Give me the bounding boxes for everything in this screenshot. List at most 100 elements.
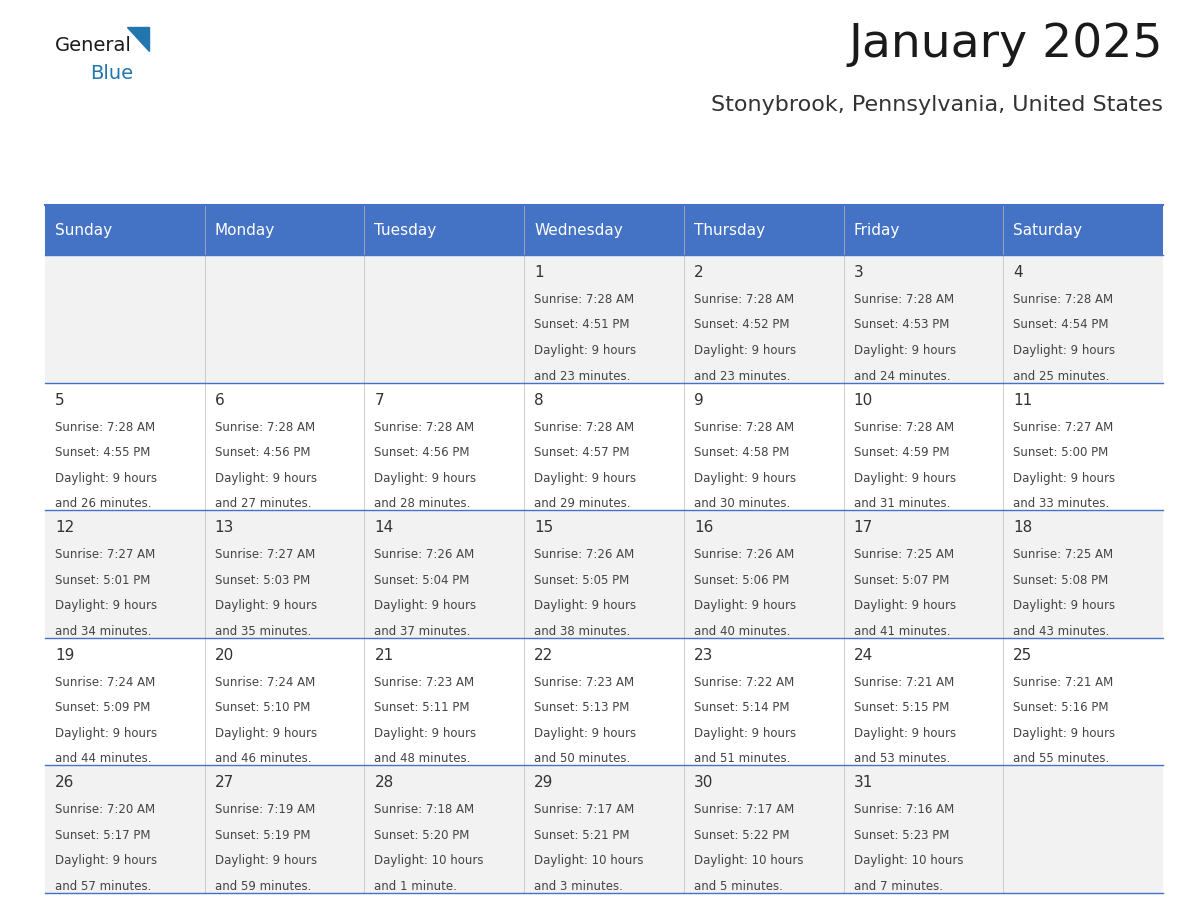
Text: 24: 24 [853, 648, 873, 663]
Text: 8: 8 [535, 393, 544, 408]
Text: Stonybrook, Pennsylvania, United States: Stonybrook, Pennsylvania, United States [710, 95, 1163, 115]
Text: Daylight: 9 hours: Daylight: 9 hours [55, 599, 157, 612]
Text: and 44 minutes.: and 44 minutes. [55, 752, 152, 766]
Text: 7: 7 [374, 393, 384, 408]
Text: and 37 minutes.: and 37 minutes. [374, 625, 470, 638]
Text: Sunset: 4:53 PM: Sunset: 4:53 PM [853, 319, 949, 331]
Text: and 25 minutes.: and 25 minutes. [1013, 370, 1110, 383]
Text: Wednesday: Wednesday [535, 222, 623, 238]
Text: Sunrise: 7:23 AM: Sunrise: 7:23 AM [535, 676, 634, 688]
Text: Sunset: 4:59 PM: Sunset: 4:59 PM [853, 446, 949, 459]
Text: Daylight: 9 hours: Daylight: 9 hours [374, 599, 476, 612]
Text: 21: 21 [374, 648, 393, 663]
Text: Sunset: 4:55 PM: Sunset: 4:55 PM [55, 446, 151, 459]
Text: and 23 minutes.: and 23 minutes. [535, 370, 631, 383]
Text: and 59 minutes.: and 59 minutes. [215, 879, 311, 893]
Text: Sunrise: 7:28 AM: Sunrise: 7:28 AM [374, 420, 474, 433]
Text: and 46 minutes.: and 46 minutes. [215, 752, 311, 766]
Text: and 35 minutes.: and 35 minutes. [215, 625, 311, 638]
Text: Sunrise: 7:25 AM: Sunrise: 7:25 AM [1013, 548, 1113, 561]
Text: Monday: Monday [215, 222, 274, 238]
Text: Sunset: 5:17 PM: Sunset: 5:17 PM [55, 829, 151, 842]
Text: Sunset: 4:52 PM: Sunset: 4:52 PM [694, 319, 789, 331]
Text: Sunrise: 7:27 AM: Sunrise: 7:27 AM [55, 548, 156, 561]
Text: January 2025: January 2025 [848, 22, 1163, 67]
Text: 12: 12 [55, 521, 74, 535]
Text: and 40 minutes.: and 40 minutes. [694, 625, 790, 638]
Text: and 27 minutes.: and 27 minutes. [215, 498, 311, 510]
Text: and 57 minutes.: and 57 minutes. [55, 879, 151, 893]
Bar [45, 383, 1163, 510]
Text: Tuesday: Tuesday [374, 222, 437, 238]
Text: and 30 minutes.: and 30 minutes. [694, 498, 790, 510]
Text: Sunset: 4:57 PM: Sunset: 4:57 PM [535, 446, 630, 459]
Text: Daylight: 9 hours: Daylight: 9 hours [1013, 344, 1116, 357]
Text: Daylight: 9 hours: Daylight: 9 hours [55, 472, 157, 485]
Text: Sunrise: 7:26 AM: Sunrise: 7:26 AM [374, 548, 475, 561]
Text: Sunrise: 7:28 AM: Sunrise: 7:28 AM [694, 420, 794, 433]
Text: 28: 28 [374, 776, 393, 790]
Bar [45, 766, 1163, 893]
Polygon shape [127, 27, 148, 51]
Text: Sunrise: 7:28 AM: Sunrise: 7:28 AM [853, 420, 954, 433]
Text: Sunset: 5:03 PM: Sunset: 5:03 PM [215, 574, 310, 587]
Text: Sunrise: 7:28 AM: Sunrise: 7:28 AM [215, 420, 315, 433]
Text: Daylight: 9 hours: Daylight: 9 hours [535, 727, 637, 740]
Text: and 43 minutes.: and 43 minutes. [1013, 625, 1110, 638]
Text: Daylight: 9 hours: Daylight: 9 hours [853, 344, 955, 357]
Text: Sunset: 5:16 PM: Sunset: 5:16 PM [1013, 701, 1108, 714]
Text: and 26 minutes.: and 26 minutes. [55, 498, 152, 510]
Text: and 53 minutes.: and 53 minutes. [853, 752, 950, 766]
Text: Daylight: 9 hours: Daylight: 9 hours [374, 727, 476, 740]
Text: Daylight: 9 hours: Daylight: 9 hours [1013, 599, 1116, 612]
Text: Sunset: 5:00 PM: Sunset: 5:00 PM [1013, 446, 1108, 459]
Text: Sunrise: 7:21 AM: Sunrise: 7:21 AM [853, 676, 954, 688]
Text: Sunrise: 7:28 AM: Sunrise: 7:28 AM [535, 420, 634, 433]
Text: Sunset: 5:20 PM: Sunset: 5:20 PM [374, 829, 469, 842]
Text: and 7 minutes.: and 7 minutes. [853, 879, 942, 893]
Text: Daylight: 10 hours: Daylight: 10 hours [853, 855, 963, 868]
Text: Sunrise: 7:23 AM: Sunrise: 7:23 AM [374, 676, 474, 688]
Text: Sunset: 5:22 PM: Sunset: 5:22 PM [694, 829, 789, 842]
Text: 14: 14 [374, 521, 393, 535]
Text: 29: 29 [535, 776, 554, 790]
Text: and 28 minutes.: and 28 minutes. [374, 498, 470, 510]
Bar [45, 510, 1163, 638]
Text: Sunset: 5:21 PM: Sunset: 5:21 PM [535, 829, 630, 842]
Text: Sunrise: 7:22 AM: Sunrise: 7:22 AM [694, 676, 794, 688]
Text: and 23 minutes.: and 23 minutes. [694, 370, 790, 383]
Text: 18: 18 [1013, 521, 1032, 535]
Text: 20: 20 [215, 648, 234, 663]
Text: Sunset: 5:01 PM: Sunset: 5:01 PM [55, 574, 151, 587]
Text: 26: 26 [55, 776, 75, 790]
Text: Daylight: 9 hours: Daylight: 9 hours [535, 599, 637, 612]
Text: Daylight: 9 hours: Daylight: 9 hours [535, 472, 637, 485]
Text: 22: 22 [535, 648, 554, 663]
Text: and 51 minutes.: and 51 minutes. [694, 752, 790, 766]
Text: Daylight: 9 hours: Daylight: 9 hours [215, 472, 317, 485]
Text: Friday: Friday [853, 222, 901, 238]
Text: Daylight: 9 hours: Daylight: 9 hours [55, 855, 157, 868]
Text: 1: 1 [535, 265, 544, 280]
Text: and 5 minutes.: and 5 minutes. [694, 879, 783, 893]
Text: Sunrise: 7:28 AM: Sunrise: 7:28 AM [55, 420, 156, 433]
Text: Saturday: Saturday [1013, 222, 1082, 238]
Text: Daylight: 9 hours: Daylight: 9 hours [215, 855, 317, 868]
Text: and 29 minutes.: and 29 minutes. [535, 498, 631, 510]
Text: Sunrise: 7:17 AM: Sunrise: 7:17 AM [694, 803, 794, 816]
Text: Daylight: 9 hours: Daylight: 9 hours [55, 727, 157, 740]
Bar [45, 205, 1163, 255]
Text: and 38 minutes.: and 38 minutes. [535, 625, 631, 638]
Text: 10: 10 [853, 393, 873, 408]
Text: Daylight: 9 hours: Daylight: 9 hours [694, 472, 796, 485]
Text: Sunrise: 7:28 AM: Sunrise: 7:28 AM [1013, 293, 1113, 306]
Text: Sunrise: 7:27 AM: Sunrise: 7:27 AM [1013, 420, 1113, 433]
Text: Sunset: 5:10 PM: Sunset: 5:10 PM [215, 701, 310, 714]
Text: Daylight: 9 hours: Daylight: 9 hours [853, 727, 955, 740]
Text: Sunset: 5:07 PM: Sunset: 5:07 PM [853, 574, 949, 587]
Text: Sunrise: 7:16 AM: Sunrise: 7:16 AM [853, 803, 954, 816]
Text: and 55 minutes.: and 55 minutes. [1013, 752, 1110, 766]
Text: Sunrise: 7:28 AM: Sunrise: 7:28 AM [853, 293, 954, 306]
Text: 31: 31 [853, 776, 873, 790]
Text: Sunrise: 7:27 AM: Sunrise: 7:27 AM [215, 548, 315, 561]
